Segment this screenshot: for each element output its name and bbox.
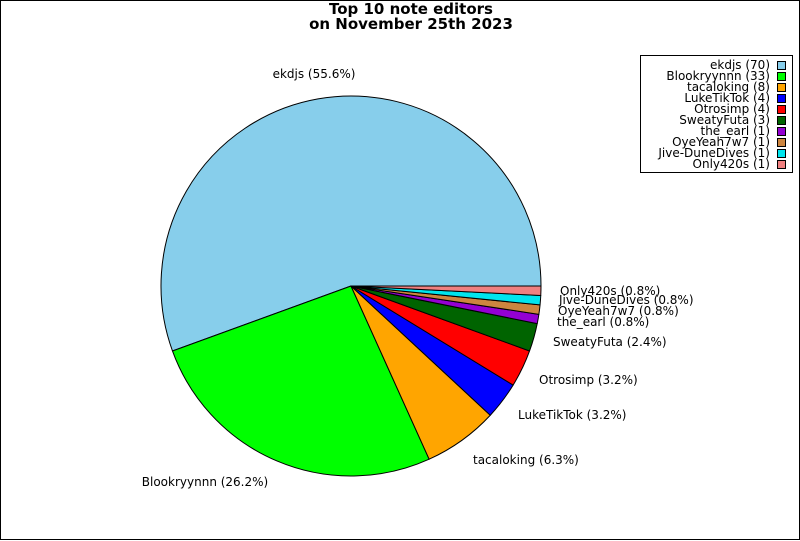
- slice-label-ekdjs: ekdjs (55.6%): [273, 67, 356, 81]
- slice-label-blookryynnn: Blookryynnn (26.2%): [142, 475, 268, 489]
- legend-item-only420s: Only420s (1): [692, 157, 786, 171]
- legend-swatch: [777, 160, 786, 169]
- legend-swatch: [777, 116, 786, 125]
- legend-item-tacaloking: tacaloking (8): [686, 80, 786, 94]
- legend-swatch: [777, 149, 786, 158]
- legend-label: Blookryynnn (33): [666, 69, 770, 83]
- legend-swatch: [777, 72, 786, 81]
- legend-item-sweatyfuta: SweatyFuta (3): [679, 113, 786, 127]
- slice-label-the-earl: the_earl (0.8%): [557, 315, 649, 329]
- legend-swatch: [777, 94, 786, 103]
- slice-label-only420s: Only420s (0.8%): [560, 284, 660, 298]
- legend-label: Otrosimp (4): [694, 102, 770, 116]
- legend-item-the-earl: the_earl (1): [700, 124, 786, 138]
- pie-slice-blookryynnn: [171, 285, 430, 477]
- slice-label-tacaloking: tacaloking (6.3%): [473, 453, 579, 467]
- legend-item-luketiktok: LukeTikTok (4): [684, 91, 786, 105]
- legend-label: tacaloking (8): [686, 80, 770, 94]
- slice-label-luketiktok: LukeTikTok (3.2%): [518, 408, 626, 422]
- chart-title-line-2: on November 25th 2023: [309, 15, 513, 33]
- pie-slice-only420s: [350, 285, 542, 296]
- legend-swatch: [777, 83, 786, 92]
- slice-label-jive-dunedives: Jive-DuneDives (0.8%): [558, 293, 694, 307]
- chart-legend: ekdjs (70) Blookryynnn (33) tacaloking (8)…: [640, 55, 793, 173]
- legend-label: Jive-DuneDives (1): [658, 146, 770, 160]
- legend-item-otrosimp: Otrosimp (4): [694, 102, 786, 116]
- legend-item-blookryynnn: Blookryynnn (33): [666, 69, 786, 83]
- legend-label: the_earl (1): [700, 124, 770, 138]
- slice-label-oyeyeah7w7: OyeYeah7w7 (0.8%): [558, 304, 679, 318]
- pie-slice-ekdjs: [160, 95, 542, 352]
- legend-label: OyeYeah7w7 (1): [672, 135, 770, 149]
- chart-title-line-1: Top 10 note editors: [328, 0, 493, 18]
- pie-labels: ekdjs (55.6%) Blookryynnn (26.2%) tacaloki…: [142, 67, 694, 489]
- legend-label: ekdjs (70): [710, 58, 770, 72]
- legend-label: LukeTikTok (4): [684, 91, 770, 105]
- legend-item-ekdjs: ekdjs (70): [710, 58, 786, 72]
- chart-title: Top 10 note editors on November 25th 202…: [1, 2, 800, 32]
- legend-swatch: [777, 138, 786, 147]
- legend-label: SweatyFuta (3): [679, 113, 770, 127]
- legend-item-oyeyeah7w7: OyeYeah7w7 (1): [672, 135, 786, 149]
- pie-slices: [160, 95, 542, 477]
- legend-swatch: [777, 127, 786, 136]
- legend-item-jive-dunedives: Jive-DuneDives (1): [658, 146, 786, 160]
- legend-swatch: [777, 105, 786, 114]
- legend-label: Only420s (1): [692, 157, 770, 171]
- legend-swatch: [777, 61, 786, 70]
- slice-label-otrosimp: Otrosimp (3.2%): [539, 373, 638, 387]
- slice-label-sweatyfuta: SweatyFuta (2.4%): [553, 335, 667, 349]
